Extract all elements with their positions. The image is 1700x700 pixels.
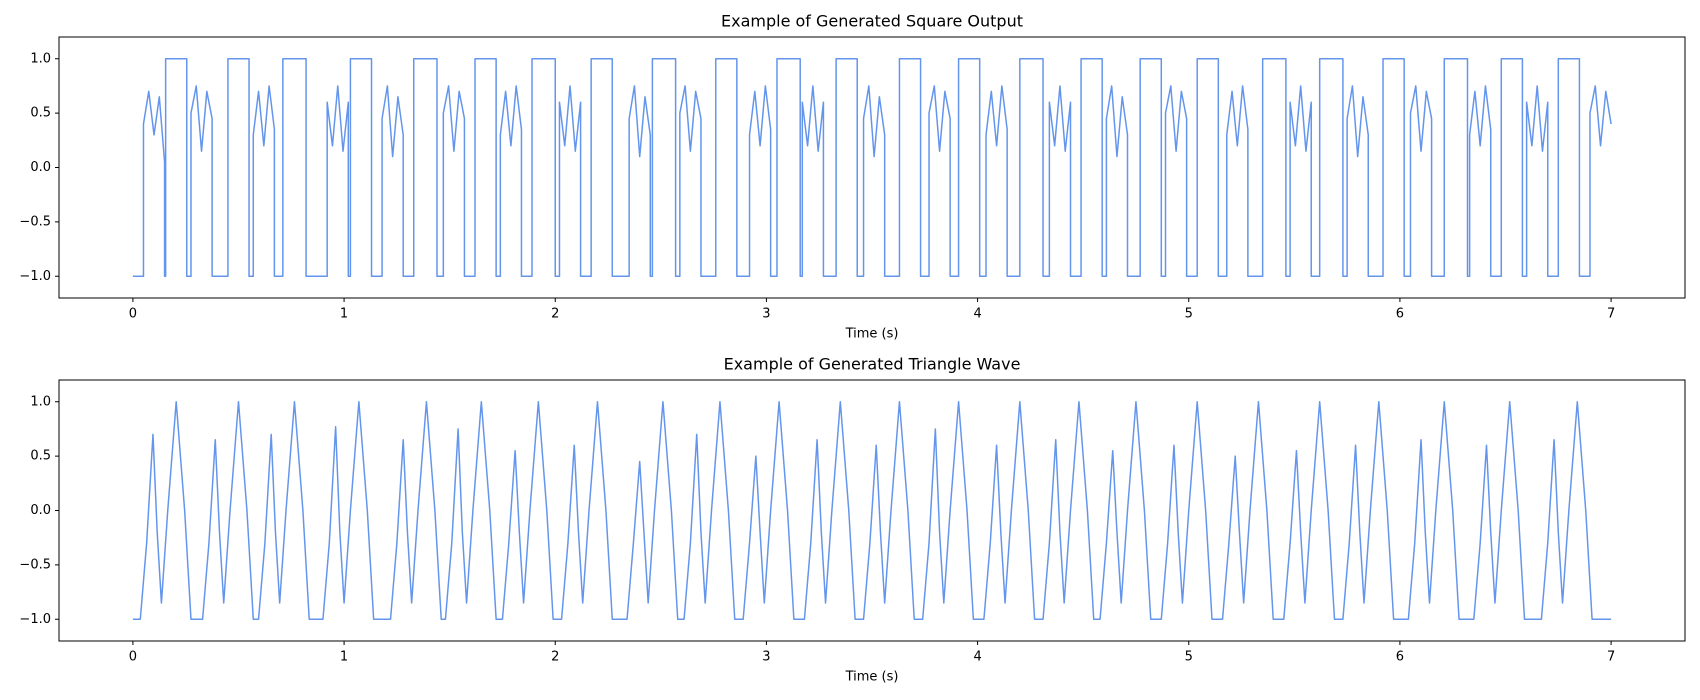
y-tick-label: −1.0	[19, 269, 51, 284]
x-tick-label: 3	[762, 307, 770, 322]
x-tick-label: 1	[340, 307, 348, 322]
y-tick-label: 0.0	[30, 503, 51, 518]
chart-title: Example of Generated Triangle Wave	[724, 355, 1021, 374]
x-tick-label: 6	[1396, 650, 1404, 665]
y-tick-label: 0.0	[30, 160, 51, 175]
x-axis-label: Time (s)	[845, 670, 899, 685]
x-tick-label: 4	[973, 307, 981, 322]
axes-frame	[58, 36, 1686, 299]
x-tick-label: 5	[1185, 650, 1193, 665]
x-tick-label: 4	[973, 650, 981, 665]
x-axis-label: Time (s)	[845, 327, 899, 342]
signal-line	[132, 401, 1612, 620]
x-tick-label: 6	[1396, 307, 1404, 322]
x-tick-label: 1	[340, 650, 348, 665]
x-tick-label: 0	[129, 650, 137, 665]
y-tick-label: 1.0	[30, 51, 51, 66]
x-tick-label: 3	[762, 650, 770, 665]
y-tick-label: −0.5	[19, 557, 51, 572]
y-tick-label: −1.0	[19, 612, 51, 627]
x-tick-label: 0	[129, 307, 137, 322]
x-tick-label: 5	[1185, 307, 1193, 322]
x-tick-label: 2	[551, 307, 559, 322]
x-tick-label: 7	[1607, 307, 1615, 322]
signal-line	[132, 58, 1612, 277]
x-tick-label: 7	[1607, 650, 1615, 665]
axes-frame	[58, 379, 1686, 642]
y-tick-label: −0.5	[19, 214, 51, 229]
y-tick-label: 1.0	[30, 394, 51, 409]
y-tick-label: 0.5	[30, 106, 51, 121]
x-tick-label: 2	[551, 650, 559, 665]
chart-title: Example of Generated Square Output	[721, 12, 1023, 31]
y-tick-label: 0.5	[30, 449, 51, 464]
